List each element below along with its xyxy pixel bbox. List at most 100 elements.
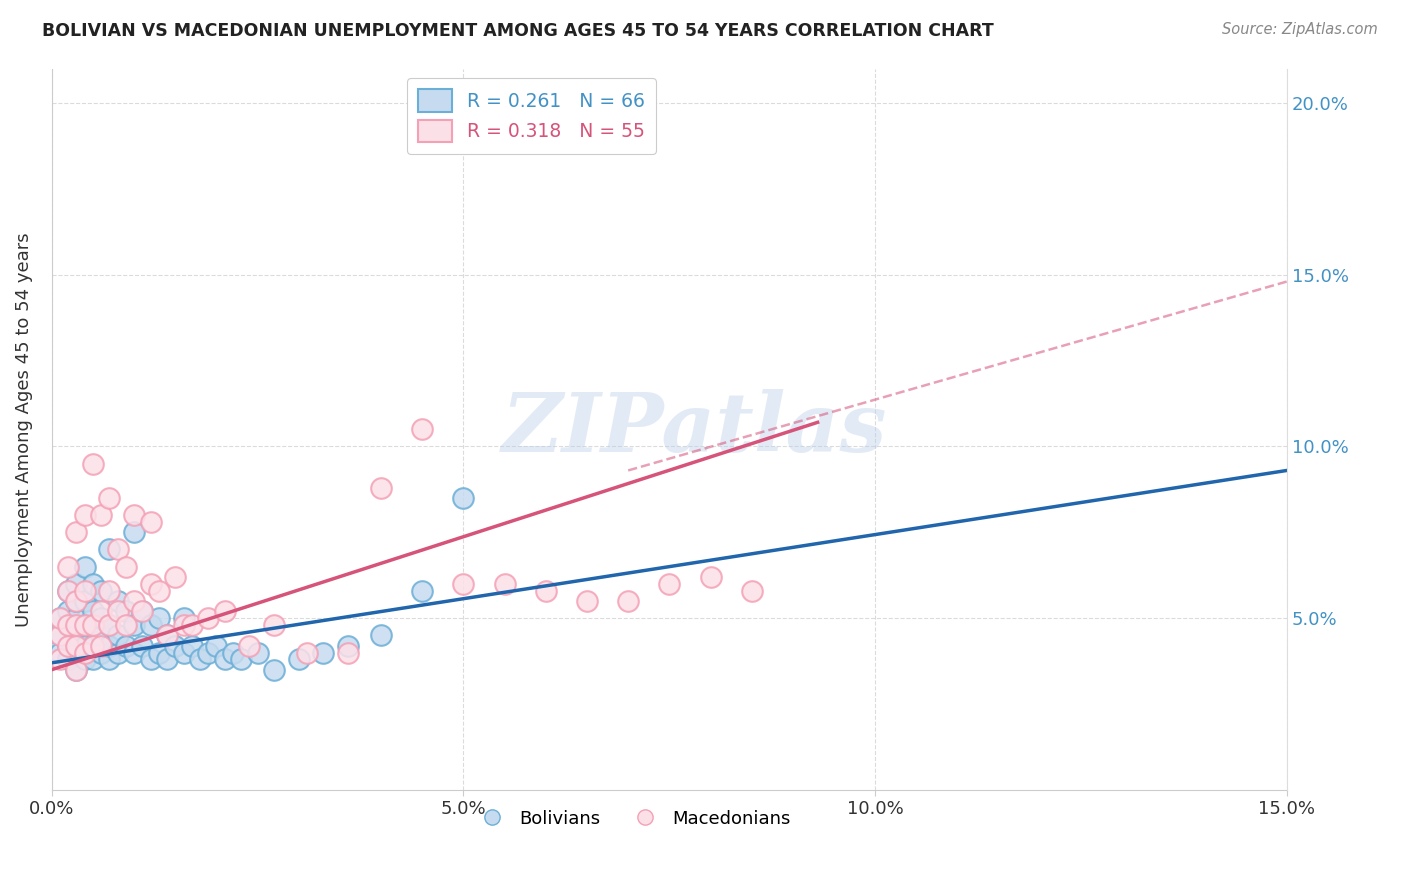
Point	[49, 611, 72, 625]
Point	[98, 652, 121, 666]
Point	[49, 646, 72, 660]
Point	[65, 594, 87, 608]
Point	[148, 646, 170, 660]
Point	[98, 542, 121, 557]
Point	[115, 604, 138, 618]
Point	[115, 639, 138, 653]
Point	[180, 639, 202, 653]
Point	[115, 559, 138, 574]
Point	[73, 646, 96, 660]
Point	[263, 618, 285, 632]
Point	[73, 618, 96, 632]
Point	[58, 604, 80, 618]
Point	[139, 618, 162, 632]
Point	[122, 646, 145, 660]
Point	[741, 583, 763, 598]
Point	[148, 611, 170, 625]
Point	[58, 652, 80, 666]
Legend: Bolivians, Macedonians: Bolivians, Macedonians	[467, 803, 799, 835]
Point	[58, 559, 80, 574]
Point	[180, 618, 202, 632]
Point	[90, 646, 112, 660]
Point	[156, 652, 179, 666]
Y-axis label: Unemployment Among Ages 45 to 54 years: Unemployment Among Ages 45 to 54 years	[15, 232, 32, 626]
Text: BOLIVIAN VS MACEDONIAN UNEMPLOYMENT AMONG AGES 45 TO 54 YEARS CORRELATION CHART: BOLIVIAN VS MACEDONIAN UNEMPLOYMENT AMON…	[42, 22, 994, 40]
Point	[107, 594, 129, 608]
Point	[295, 646, 318, 660]
Point	[82, 618, 104, 632]
Point	[411, 422, 433, 436]
Point	[370, 481, 392, 495]
Point	[90, 508, 112, 522]
Point	[98, 639, 121, 653]
Point	[58, 583, 80, 598]
Point	[82, 652, 104, 666]
Point	[98, 618, 121, 632]
Point	[90, 628, 112, 642]
Point	[115, 618, 138, 632]
Point	[337, 646, 360, 660]
Point	[107, 542, 129, 557]
Point	[65, 639, 87, 653]
Point	[165, 639, 187, 653]
Point	[122, 508, 145, 522]
Point	[165, 570, 187, 584]
Point	[222, 646, 245, 660]
Point	[82, 457, 104, 471]
Point	[73, 594, 96, 608]
Point	[156, 628, 179, 642]
Point	[658, 576, 681, 591]
Point	[453, 576, 475, 591]
Point	[98, 583, 121, 598]
Point	[699, 570, 721, 584]
Point	[73, 559, 96, 574]
Point	[139, 515, 162, 529]
Point	[82, 604, 104, 618]
Point	[173, 618, 195, 632]
Point	[82, 639, 104, 653]
Point	[49, 628, 72, 642]
Point	[197, 611, 219, 625]
Point	[65, 594, 87, 608]
Text: Source: ZipAtlas.com: Source: ZipAtlas.com	[1222, 22, 1378, 37]
Point	[58, 639, 80, 653]
Point	[453, 491, 475, 505]
Point	[617, 594, 640, 608]
Point	[49, 652, 72, 666]
Point	[73, 583, 96, 598]
Point	[98, 491, 121, 505]
Point	[90, 583, 112, 598]
Point	[122, 618, 145, 632]
Point	[58, 618, 80, 632]
Point	[205, 639, 228, 653]
Point	[370, 628, 392, 642]
Point	[107, 604, 129, 618]
Point	[214, 652, 236, 666]
Point	[82, 639, 104, 653]
Point	[65, 663, 87, 677]
Point	[65, 618, 87, 632]
Point	[107, 646, 129, 660]
Point	[246, 646, 269, 660]
Point	[173, 611, 195, 625]
Point	[98, 618, 121, 632]
Point	[122, 594, 145, 608]
Point	[65, 663, 87, 677]
Point	[65, 628, 87, 642]
Point	[534, 583, 557, 598]
Point	[131, 604, 153, 618]
Point	[139, 652, 162, 666]
Text: ZIPatlas: ZIPatlas	[502, 389, 887, 469]
Point	[131, 604, 153, 618]
Point	[73, 639, 96, 653]
Point	[139, 576, 162, 591]
Point	[49, 611, 72, 625]
Point	[288, 652, 311, 666]
Point	[49, 628, 72, 642]
Point	[576, 594, 599, 608]
Point	[58, 639, 80, 653]
Point	[73, 652, 96, 666]
Point	[494, 576, 516, 591]
Point	[188, 652, 211, 666]
Point	[73, 508, 96, 522]
